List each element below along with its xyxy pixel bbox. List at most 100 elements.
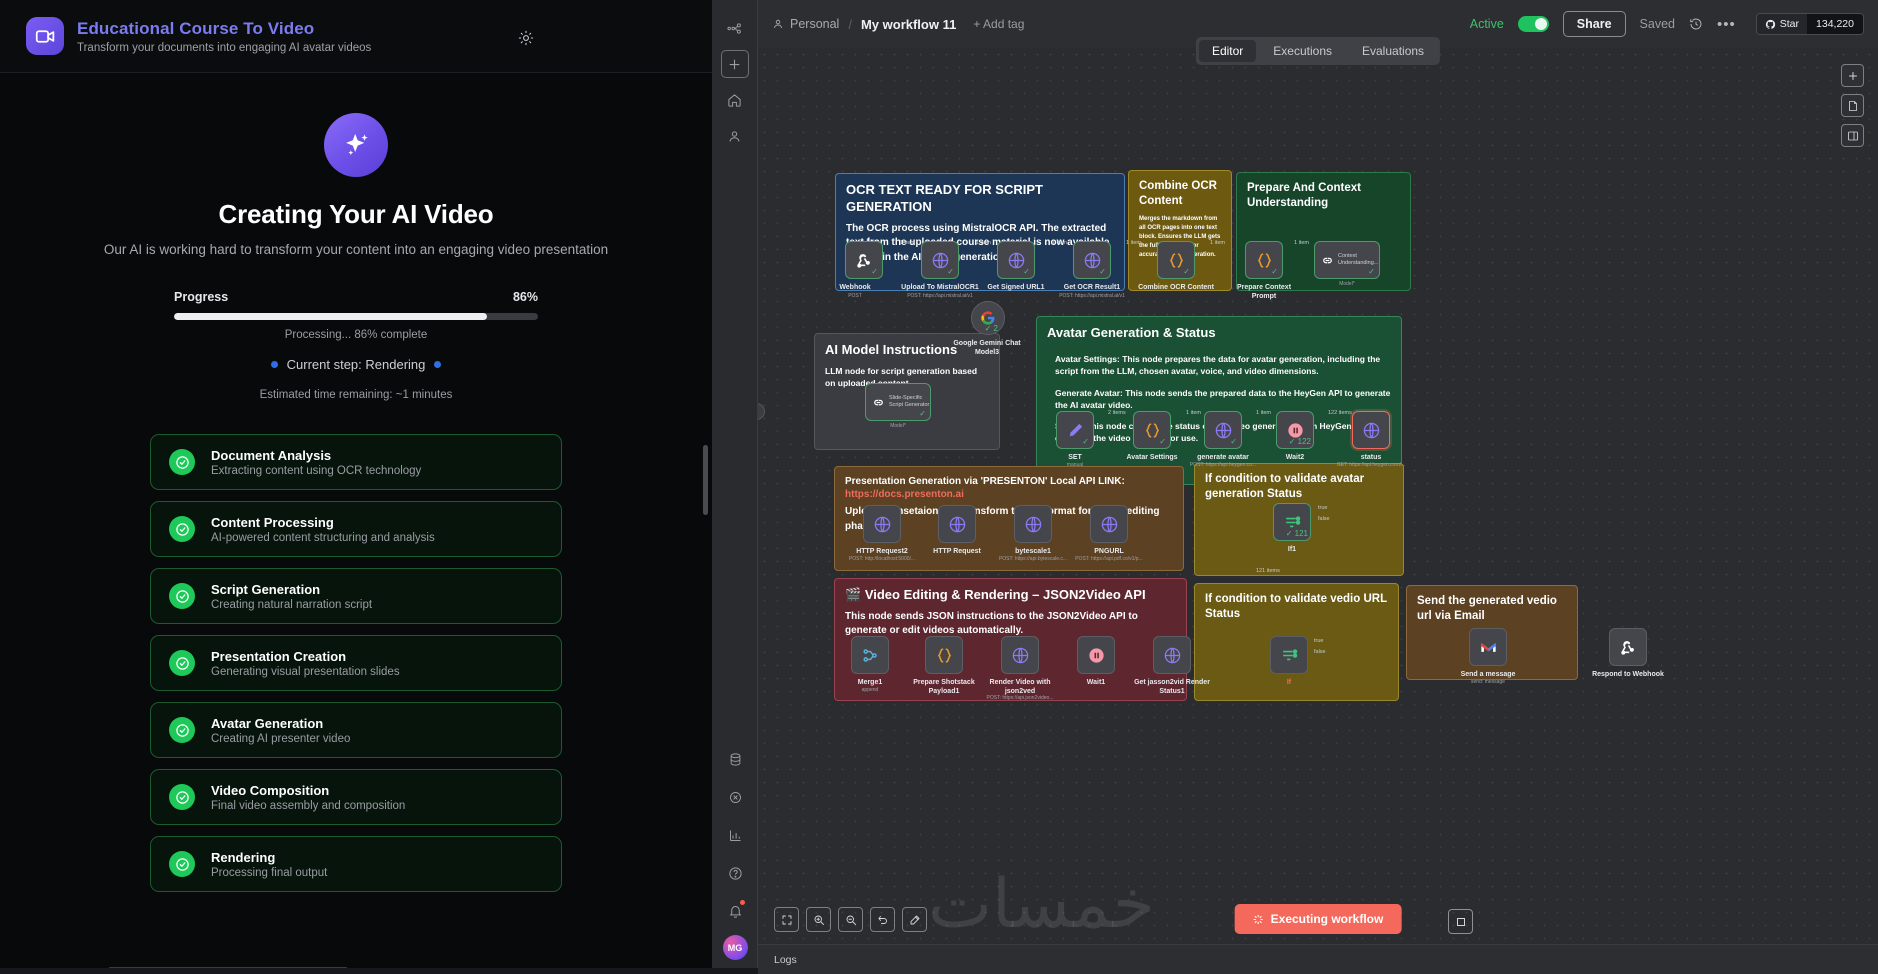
tab-evaluations[interactable]: Evaluations: [1362, 44, 1425, 58]
port-label-false-1: false: [1318, 516, 1330, 522]
user-icon[interactable]: [721, 122, 749, 150]
panel-icon[interactable]: [1841, 124, 1864, 147]
node-label-render-video: Render Video with json2ved: [989, 679, 1051, 695]
undo-icon[interactable]: [870, 907, 895, 932]
progress-bar-fill: [174, 313, 488, 320]
node-send-message[interactable]: [1469, 628, 1507, 666]
bar-chart-icon[interactable]: [721, 821, 749, 849]
node-label-prepare-context-prompt: Prepare Context Prompt: [1236, 284, 1292, 300]
step-name: Avatar Generation: [211, 715, 324, 731]
active-label: Active: [1469, 17, 1504, 31]
fit-screen-icon[interactable]: [774, 907, 799, 932]
edge-label-6: 1 item: [1294, 240, 1309, 246]
plus-icon[interactable]: [1841, 64, 1864, 87]
node-label-wait1: Wait1: [1086, 679, 1106, 686]
canvas-right-tools: [1841, 64, 1864, 147]
edge-label-2: 1 item: [976, 240, 991, 246]
node-sub-slide-script: Model*: [890, 423, 906, 429]
github-star-button[interactable]: Star 134,220: [1755, 13, 1864, 35]
plus-icon[interactable]: [720, 50, 749, 78]
node-combine-ocr[interactable]: ✓: [1157, 241, 1195, 279]
bell-icon[interactable]: [721, 897, 749, 925]
ellipsis-icon[interactable]: •••: [1717, 15, 1736, 33]
canvas-bottom-tools: [774, 907, 927, 932]
node-set[interactable]: ✓: [1056, 411, 1094, 449]
node-if1[interactable]: ✓ 121: [1273, 503, 1311, 541]
sticky-note-avatar[interactable]: Avatar Generation & Status Avatar Settin…: [1036, 316, 1402, 485]
panel-scrollbar[interactable]: [703, 445, 708, 515]
step-item: Content Processing AI-powered content str…: [150, 501, 562, 557]
question-icon[interactable]: [721, 859, 749, 887]
sticky-note-combine[interactable]: Combine OCR Content Merges the markdown …: [1128, 170, 1232, 291]
zoom-out-icon[interactable]: [838, 907, 863, 932]
stop-execution-button[interactable]: [1448, 909, 1473, 934]
sun-icon[interactable]: [518, 30, 534, 46]
edge-label-9: 1 item: [1256, 410, 1271, 416]
node-success-tick: ✓: [1099, 267, 1106, 276]
step-item: Document Analysis Extracting content usin…: [150, 434, 562, 490]
step-item: Script Generation Creating natural narrat…: [150, 568, 562, 624]
node-bytescale1[interactable]: [1014, 505, 1052, 543]
execute-workflow-button[interactable]: Executing workflow: [1234, 904, 1402, 934]
github-star-count: 134,220: [1807, 14, 1863, 34]
workflow-nodes-icon[interactable]: [721, 14, 749, 42]
node-context-understanding[interactable]: Context Understanding... ✓: [1314, 241, 1380, 279]
step-name: Content Processing: [211, 514, 334, 530]
node-slide-script-generator[interactable]: Slide-Specific Script Generator ✓: [865, 383, 931, 421]
edge-label-8: 1 item: [1186, 410, 1201, 416]
node-label-http-request: HTTP Request: [933, 548, 981, 555]
node-webhook[interactable]: ✓: [845, 241, 883, 279]
workflow-canvas[interactable]: › OCR TEXT READY FOR SCRIPT GENERATION: [758, 48, 1878, 974]
node-prepare-context-prompt[interactable]: ✓: [1245, 241, 1283, 279]
workflow-name[interactable]: My workflow 11: [860, 16, 957, 32]
node-status[interactable]: [1352, 411, 1390, 449]
node-wait2[interactable]: ✓ 122: [1276, 411, 1314, 449]
avatar[interactable]: MG: [722, 935, 748, 960]
node-get-ocr-result[interactable]: ✓: [1073, 241, 1111, 279]
node-respond-webhook[interactable]: [1609, 628, 1647, 666]
step-name: Rendering: [211, 849, 276, 865]
zoom-in-icon[interactable]: [806, 907, 831, 932]
node-pngurl[interactable]: [1090, 505, 1128, 543]
node-sub-http-request2: POST: http://localhost:5000/...: [848, 556, 916, 562]
sticky-presenton-body: Upload prensetaion and transform to png …: [845, 506, 1160, 532]
node-get-json2vid[interactable]: [1153, 636, 1191, 674]
logs-label[interactable]: Logs: [774, 953, 797, 966]
node-generate-avatar[interactable]: ✓: [1204, 411, 1242, 449]
node-sub-render-video: POST: https://api.json2video...: [986, 695, 1054, 701]
share-button[interactable]: Share: [1562, 11, 1626, 37]
node-prepare-shotstack[interactable]: [925, 636, 963, 674]
node-avatar-settings[interactable]: ✓: [1133, 411, 1171, 449]
check-circle-icon: [169, 449, 195, 475]
logs-bar: Logs: [758, 944, 1878, 974]
breadcrumb-project[interactable]: Personal: [772, 17, 839, 31]
node-get-signed-url[interactable]: ✓: [997, 241, 1035, 279]
collapse-panel-handle[interactable]: ›: [758, 403, 765, 420]
node-label-status: status: [1360, 454, 1382, 461]
sticky-presenton-link[interactable]: https://docs.presenton.ai: [845, 489, 964, 500]
database-icon[interactable]: [721, 745, 749, 773]
edge-label-4: 1 item: [1126, 240, 1141, 246]
step-item: Video Composition Final video assembly an…: [150, 769, 562, 825]
step-description: Processing final output: [211, 867, 328, 880]
active-toggle[interactable]: [1517, 16, 1549, 32]
note-icon[interactable]: [1841, 94, 1864, 117]
history-icon[interactable]: [1689, 17, 1703, 31]
node-upload-mistral[interactable]: ✓: [921, 241, 959, 279]
node-wait1[interactable]: [1077, 636, 1115, 674]
node-http-request[interactable]: [938, 505, 976, 543]
step-name: Script Generation: [211, 581, 321, 597]
node-if[interactable]: [1270, 636, 1308, 674]
node-merge1[interactable]: [851, 636, 889, 674]
node-sub-context-understanding: Model*: [1339, 281, 1355, 287]
variable-icon[interactable]: [721, 783, 749, 811]
node-success-tick: ✓: [1023, 267, 1030, 276]
node-http-request2[interactable]: [863, 505, 901, 543]
node-google-gemini[interactable]: ✓ 2: [971, 301, 1005, 335]
home-icon[interactable]: [721, 86, 749, 114]
add-tag-button[interactable]: + Add tag: [973, 17, 1025, 31]
node-render-video[interactable]: [1001, 636, 1039, 674]
magic-wand-icon[interactable]: [902, 907, 927, 932]
tab-executions[interactable]: Executions: [1273, 44, 1333, 58]
tab-editor[interactable]: Editor: [1198, 40, 1257, 62]
